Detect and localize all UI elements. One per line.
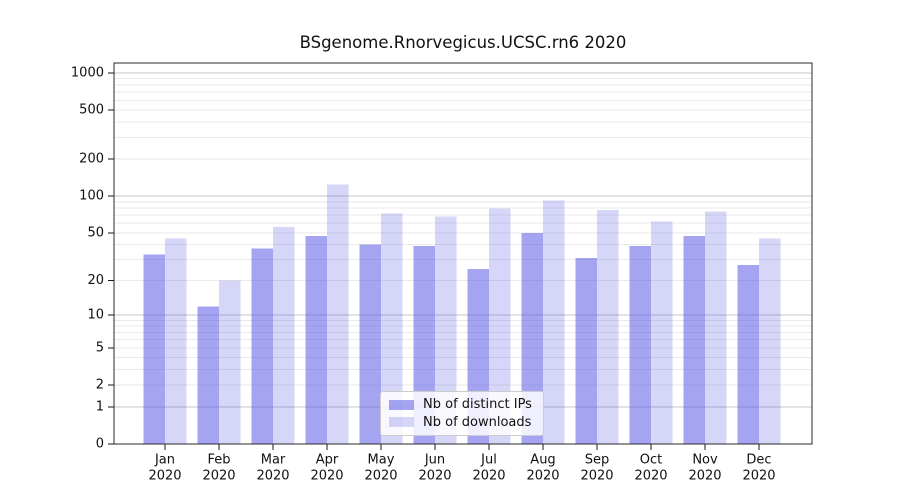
y-tick-label: 50	[87, 225, 104, 240]
x-tick-label-year: 2020	[148, 469, 181, 484]
bar-downloads-jun	[435, 216, 457, 444]
bar-downloads-may	[381, 213, 403, 444]
x-tick-label-month: Sep	[585, 453, 610, 468]
legend-swatch-distinct-ips	[389, 399, 414, 410]
x-tick-label-year: 2020	[202, 469, 235, 484]
x-tick-label-year: 2020	[310, 469, 343, 484]
legend-item-distinct-ips: Nb of distinct IPs	[389, 398, 537, 411]
bar-distinct-ips-sep	[575, 257, 597, 444]
x-tick-label-month: Jul	[480, 453, 497, 468]
x-tick-label-year: 2020	[526, 469, 559, 484]
x-tick-label-year: 2020	[688, 469, 721, 484]
y-tick-label: 100	[79, 189, 104, 204]
x-tick-label-month: Feb	[207, 453, 230, 468]
bar-downloads-jan	[165, 238, 187, 444]
bar-downloads-nov	[705, 211, 727, 444]
y-tick-label: 500	[79, 103, 104, 118]
x-tick-label-year: 2020	[418, 469, 451, 484]
x-tick-label-month: Dec	[746, 453, 771, 468]
bar-downloads-jul	[489, 208, 511, 444]
bar-distinct-ips-dec	[737, 265, 759, 444]
y-tick-label: 0	[96, 437, 104, 452]
x-tick-label-month: Oct	[640, 453, 662, 468]
y-tick-label: 5	[96, 340, 104, 355]
bar-downloads-feb	[219, 280, 241, 444]
bar-downloads-sep	[597, 210, 619, 444]
legend-item-downloads: Nb of downloads	[389, 416, 537, 429]
y-tick-label: 2	[96, 378, 104, 393]
bar-distinct-ips-mar	[251, 248, 273, 444]
bar-distinct-ips-oct	[629, 245, 651, 444]
x-tick-label-month: Aug	[530, 453, 555, 468]
legend-swatch-downloads	[389, 417, 414, 428]
bar-downloads-aug	[543, 200, 565, 444]
x-tick-label-month: Apr	[316, 453, 339, 468]
y-tick-label: 20	[87, 273, 104, 288]
bar-distinct-ips-jan	[143, 254, 165, 444]
bar-distinct-ips-may	[359, 244, 381, 444]
bar-downloads-apr	[327, 184, 349, 444]
chart-title: BSgenome.Rnorvegicus.UCSC.rn6 2020	[299, 33, 627, 52]
legend-label-downloads: Nb of downloads	[423, 414, 532, 430]
x-tick-label-month: Jan	[154, 453, 175, 468]
bar-distinct-ips-nov	[683, 236, 705, 444]
y-tick-label: 1000	[71, 65, 104, 80]
x-tick-label-month: May	[368, 453, 395, 468]
y-tick-label: 10	[87, 308, 104, 323]
legend-label-distinct-ips: Nb of distinct IPs	[423, 397, 532, 413]
bar-distinct-ips-apr	[305, 236, 327, 444]
x-tick-label-year: 2020	[364, 469, 397, 484]
bar-downloads-oct	[651, 221, 673, 444]
x-tick-label-year: 2020	[472, 469, 505, 484]
x-tick-label-month: Nov	[692, 453, 718, 468]
x-tick-label-year: 2020	[256, 469, 289, 484]
x-tick-label-year: 2020	[580, 469, 613, 484]
bar-distinct-ips-feb	[197, 306, 219, 444]
x-tick-label-year: 2020	[742, 469, 775, 484]
bar-downloads-dec	[759, 238, 781, 444]
plot-border	[113, 62, 813, 445]
x-tick-label-month: Mar	[261, 453, 286, 468]
y-tick-label: 1	[96, 399, 104, 414]
x-tick-label-month: Jun	[424, 453, 445, 468]
x-tick-label-year: 2020	[634, 469, 667, 484]
legend: Nb of distinct IPs Nb of downloads	[380, 391, 544, 436]
bar-downloads-mar	[273, 226, 295, 444]
y-tick-label: 200	[79, 152, 104, 167]
